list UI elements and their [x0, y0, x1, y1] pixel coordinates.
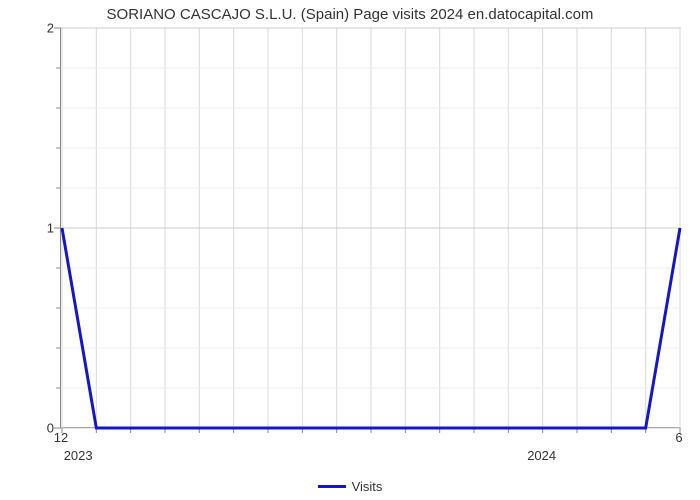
- x-group-label: 2023: [64, 448, 93, 463]
- x-tick-label: 12: [54, 430, 68, 445]
- y-tick-label: 1: [34, 221, 54, 236]
- x-tick-label: 6: [675, 430, 682, 445]
- plot-area: [60, 28, 680, 428]
- y-tick-label: 0: [34, 421, 54, 436]
- chart-title: SORIANO CASCAJO S.L.U. (Spain) Page visi…: [0, 6, 700, 23]
- y-tick-label: 2: [34, 21, 54, 36]
- plot-svg: [61, 28, 681, 428]
- chart-container: SORIANO CASCAJO S.L.U. (Spain) Page visi…: [0, 0, 700, 500]
- legend-swatch: [318, 485, 346, 488]
- legend-label: Visits: [352, 479, 383, 494]
- legend: Visits: [0, 479, 700, 494]
- x-group-label: 2024: [527, 448, 556, 463]
